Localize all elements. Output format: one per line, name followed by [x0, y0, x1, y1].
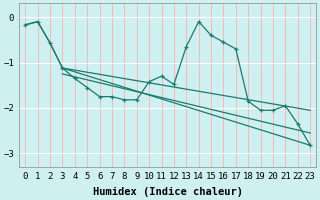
- X-axis label: Humidex (Indice chaleur): Humidex (Indice chaleur): [93, 186, 243, 197]
